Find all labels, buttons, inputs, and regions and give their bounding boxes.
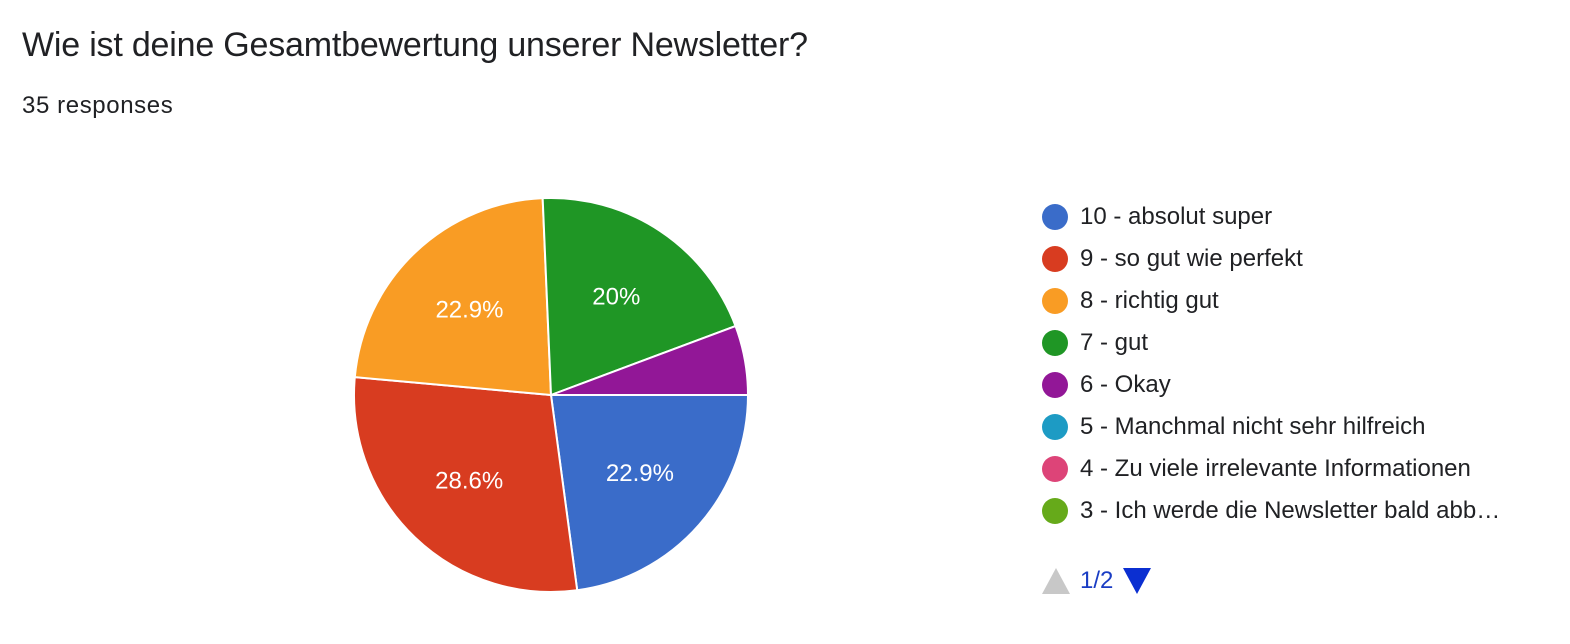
legend-label: 3 - Ich werde die Newsletter bald abb… bbox=[1080, 497, 1501, 524]
legend-swatch bbox=[1042, 330, 1068, 356]
legend-item[interactable]: 8 - richtig gut bbox=[1042, 280, 1552, 322]
pie-labels: 22.9% 28.6% 22.9% 20% bbox=[435, 283, 674, 494]
legend-swatch bbox=[1042, 204, 1068, 230]
pie-slice[interactable] bbox=[541, 197, 737, 397]
response-count: 35 responses bbox=[22, 92, 174, 119]
legend-item[interactable]: 10 - absolut super bbox=[1042, 196, 1552, 238]
legend-item[interactable]: 9 - so gut wie perfekt bbox=[1042, 238, 1552, 280]
legend-item[interactable]: 5 - Manchmal nicht sehr hilfreich bbox=[1042, 406, 1552, 448]
legend-item[interactable]: 7 - gut bbox=[1042, 322, 1552, 364]
legend-swatch bbox=[1042, 372, 1068, 398]
legend-label: 9 - so gut wie perfekt bbox=[1080, 245, 1303, 272]
triangle-up-icon[interactable] bbox=[1042, 568, 1070, 594]
legend-swatch bbox=[1042, 414, 1068, 440]
slice-label: 22.9% bbox=[435, 296, 503, 323]
legend-label: 6 - Okay bbox=[1080, 371, 1171, 398]
pie-chart: 22.9% 28.6% 22.9% 20% bbox=[353, 197, 750, 593]
legend-swatch bbox=[1042, 498, 1068, 524]
legend-item[interactable]: 6 - Okay bbox=[1042, 364, 1552, 406]
legend-label: 7 - gut bbox=[1080, 329, 1149, 356]
pager-label: 1/2 bbox=[1080, 567, 1114, 594]
legend-item[interactable]: 4 - Zu viele irrelevante Informationen bbox=[1042, 448, 1552, 490]
legend-label: 5 - Manchmal nicht sehr hilfreich bbox=[1080, 413, 1426, 440]
legend-swatch bbox=[1042, 246, 1068, 272]
slice-label: 28.6% bbox=[435, 467, 503, 494]
pie-slice[interactable] bbox=[550, 324, 750, 396]
triangle-down-icon[interactable] bbox=[1123, 568, 1152, 594]
chart-title: Wie ist deine Gesamtbewertung unserer Ne… bbox=[22, 26, 808, 64]
slice-label: 20% bbox=[592, 283, 640, 310]
pie-slices bbox=[353, 197, 750, 593]
legend-label: 4 - Zu viele irrelevante Informationen bbox=[1080, 455, 1471, 482]
slice-label: 22.9% bbox=[606, 460, 674, 487]
legend-label: 8 - richtig gut bbox=[1080, 287, 1219, 314]
legend-pager: 1/2 bbox=[1042, 566, 1152, 596]
legend-label: 10 - absolut super bbox=[1080, 203, 1273, 230]
pie-slice[interactable] bbox=[353, 197, 553, 397]
pie-slice[interactable] bbox=[353, 376, 579, 593]
legend: 10 - absolut super 9 - so gut wie perfek… bbox=[1042, 196, 1552, 532]
legend-item[interactable]: 3 - Ich werde die Newsletter bald abb… bbox=[1042, 490, 1552, 532]
legend-swatch bbox=[1042, 288, 1068, 314]
pie-slice[interactable] bbox=[549, 394, 750, 592]
legend-swatch bbox=[1042, 456, 1068, 482]
